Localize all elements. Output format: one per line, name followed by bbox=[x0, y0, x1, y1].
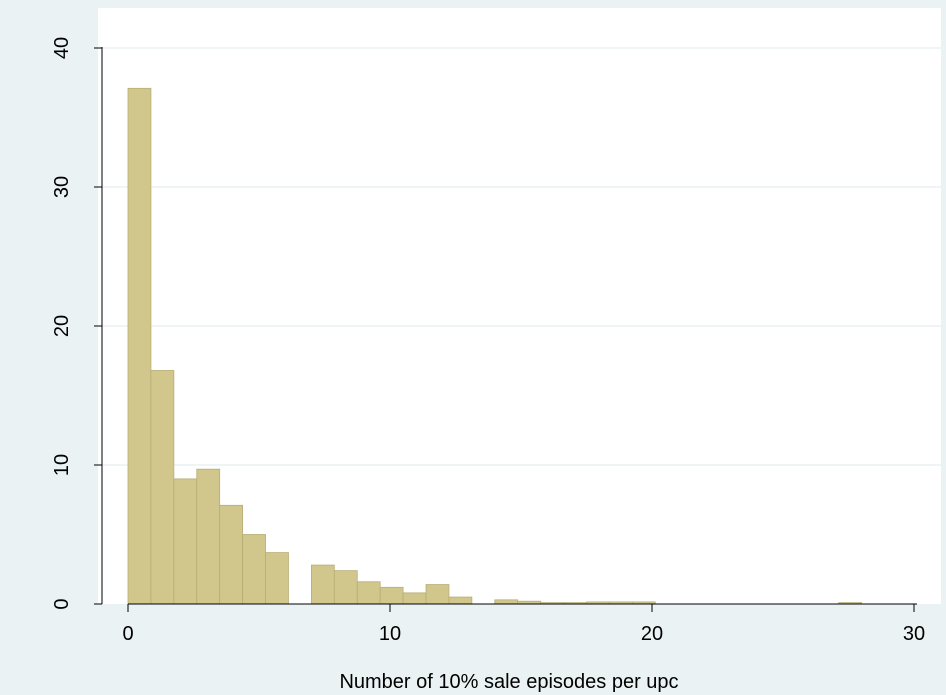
x-tick-label-30: 30 bbox=[903, 623, 925, 645]
bar-1 bbox=[150, 370, 175, 605]
bar-12 bbox=[425, 584, 450, 605]
bar-14 bbox=[494, 599, 519, 605]
bar-0 bbox=[127, 87, 152, 605]
y-tick-label-10: 10 bbox=[51, 454, 73, 476]
bar-5 bbox=[242, 534, 266, 605]
bar-13 bbox=[448, 596, 473, 605]
bar-2 bbox=[173, 478, 198, 605]
grid-lines bbox=[102, 47, 941, 466]
y-tick-label-40: 40 bbox=[51, 37, 73, 59]
x-axis-title: Number of 10% sale episodes per upc bbox=[339, 671, 678, 693]
bars bbox=[127, 87, 862, 605]
y-tick-label-20: 20 bbox=[51, 315, 73, 337]
y-tick-label-30: 30 bbox=[51, 176, 73, 198]
x-tick-label-20: 20 bbox=[641, 623, 663, 645]
bar-7 bbox=[310, 564, 335, 605]
bar-10 bbox=[379, 586, 404, 605]
bar-9 bbox=[356, 581, 381, 605]
x-ticks: 0 10 20 30 bbox=[122, 604, 925, 645]
bar-4 bbox=[219, 504, 244, 605]
plot-area bbox=[98, 8, 941, 604]
bar-6 bbox=[265, 552, 289, 605]
bar-8 bbox=[333, 570, 358, 605]
x-tick-label-0: 0 bbox=[122, 623, 133, 645]
bar-11 bbox=[402, 592, 427, 605]
y-tick-label-0: 0 bbox=[51, 598, 73, 609]
bar-3 bbox=[196, 468, 221, 605]
y-ticks: 0 10 20 30 40 bbox=[51, 37, 102, 610]
x-tick-label-10: 10 bbox=[379, 623, 401, 645]
